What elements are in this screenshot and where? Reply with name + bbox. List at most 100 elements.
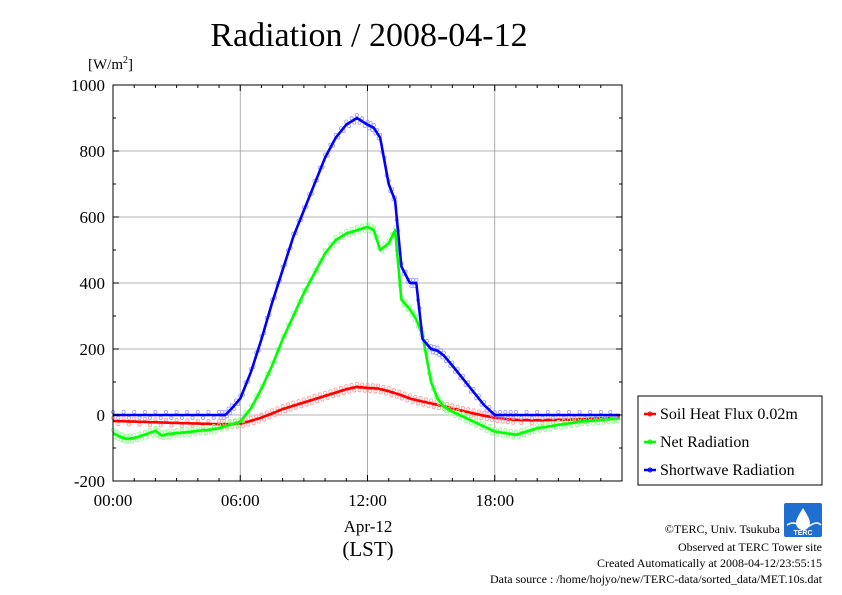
data-point — [381, 384, 386, 389]
data-point — [185, 418, 190, 423]
data-point — [209, 430, 214, 435]
data-point — [137, 431, 142, 436]
data-point — [288, 407, 293, 412]
data-point — [307, 395, 312, 400]
data-point — [317, 392, 322, 397]
data-point — [498, 409, 503, 414]
y-tick-labels: -200 0 200 400 600 800 1000 — [71, 76, 105, 491]
data-point — [246, 422, 251, 427]
data-point — [164, 417, 169, 422]
data-point — [280, 404, 285, 409]
data-point — [572, 417, 577, 422]
data-point — [354, 381, 359, 386]
data-point — [137, 415, 142, 420]
series-points-0 — [111, 381, 618, 430]
data-point — [386, 386, 391, 391]
data-point — [574, 423, 579, 428]
data-point — [529, 421, 534, 426]
data-point — [220, 409, 225, 414]
data-point — [293, 405, 298, 410]
x-tick-label: 12:00 — [348, 491, 387, 510]
data-point — [148, 423, 153, 428]
data-point — [506, 434, 511, 439]
data-point — [235, 423, 240, 428]
y-axis-unit-text: [W/m — [88, 57, 123, 73]
data-point — [162, 429, 167, 434]
y-axis-unit-label: [W/m2] — [88, 55, 133, 73]
data-point — [206, 418, 211, 423]
legend-swatch-marker — [647, 467, 653, 473]
data-point — [588, 415, 593, 420]
logo-text: TERC — [793, 530, 812, 537]
series-points-2 — [111, 113, 618, 420]
data-point — [164, 435, 169, 440]
data-point — [331, 394, 336, 399]
data-point — [566, 409, 571, 414]
data-point — [411, 277, 416, 282]
data-point — [206, 424, 211, 429]
data-point — [495, 432, 500, 437]
data-point — [495, 415, 500, 420]
data-point — [190, 426, 195, 431]
data-point — [545, 409, 550, 414]
data-point — [511, 415, 516, 420]
data-point — [251, 421, 256, 426]
data-point — [527, 431, 532, 436]
data-point — [206, 409, 211, 414]
x-tick-label: 00:00 — [94, 491, 133, 510]
data-point — [519, 415, 524, 420]
data-point — [389, 393, 394, 398]
data-point — [357, 230, 362, 235]
data-point — [328, 389, 333, 394]
data-point — [134, 438, 139, 443]
x-tick-label: 18:00 — [475, 491, 514, 510]
data-point — [116, 422, 121, 427]
data-point — [120, 432, 125, 437]
data-point — [211, 415, 216, 420]
data-point — [174, 409, 179, 414]
data-point — [529, 424, 534, 429]
data-point — [545, 421, 550, 426]
data-point — [346, 233, 351, 238]
data-point — [429, 398, 434, 403]
data-point — [126, 422, 131, 427]
data-point — [153, 409, 158, 414]
data-point — [148, 415, 153, 420]
x-axis-date-label: Apr-12 — [344, 517, 393, 536]
data-point — [174, 417, 179, 422]
legend-swatch-marker — [647, 439, 653, 445]
data-point — [323, 390, 328, 395]
y-tick-label: 1000 — [71, 76, 105, 95]
data-point — [346, 389, 351, 394]
data-point — [585, 422, 590, 427]
legend-label: Soil Heat Flux 0.02m — [660, 406, 798, 423]
data-point — [195, 409, 200, 414]
data-point — [409, 283, 414, 288]
data-point — [460, 406, 465, 411]
data-point — [354, 225, 359, 230]
data-point — [150, 432, 155, 437]
data-point — [551, 415, 556, 420]
terc-logo: TERC — [784, 503, 822, 537]
data-point — [195, 418, 200, 423]
data-point — [482, 421, 487, 426]
data-point — [535, 423, 540, 428]
data-point — [559, 425, 564, 430]
data-point — [376, 383, 381, 388]
data-point — [169, 423, 174, 428]
data-point — [548, 427, 553, 432]
data-point — [466, 407, 471, 412]
data-point — [187, 432, 192, 437]
data-point — [116, 415, 121, 420]
data-point — [349, 226, 354, 231]
data-point — [490, 418, 495, 423]
data-point — [240, 423, 245, 428]
data-point — [230, 425, 235, 430]
y-tick-label: 200 — [80, 340, 106, 359]
data-point — [123, 433, 128, 438]
data-point — [121, 409, 126, 414]
data-point — [217, 409, 222, 414]
data-point — [118, 438, 123, 443]
data-point — [556, 409, 561, 414]
data-point — [132, 416, 137, 421]
